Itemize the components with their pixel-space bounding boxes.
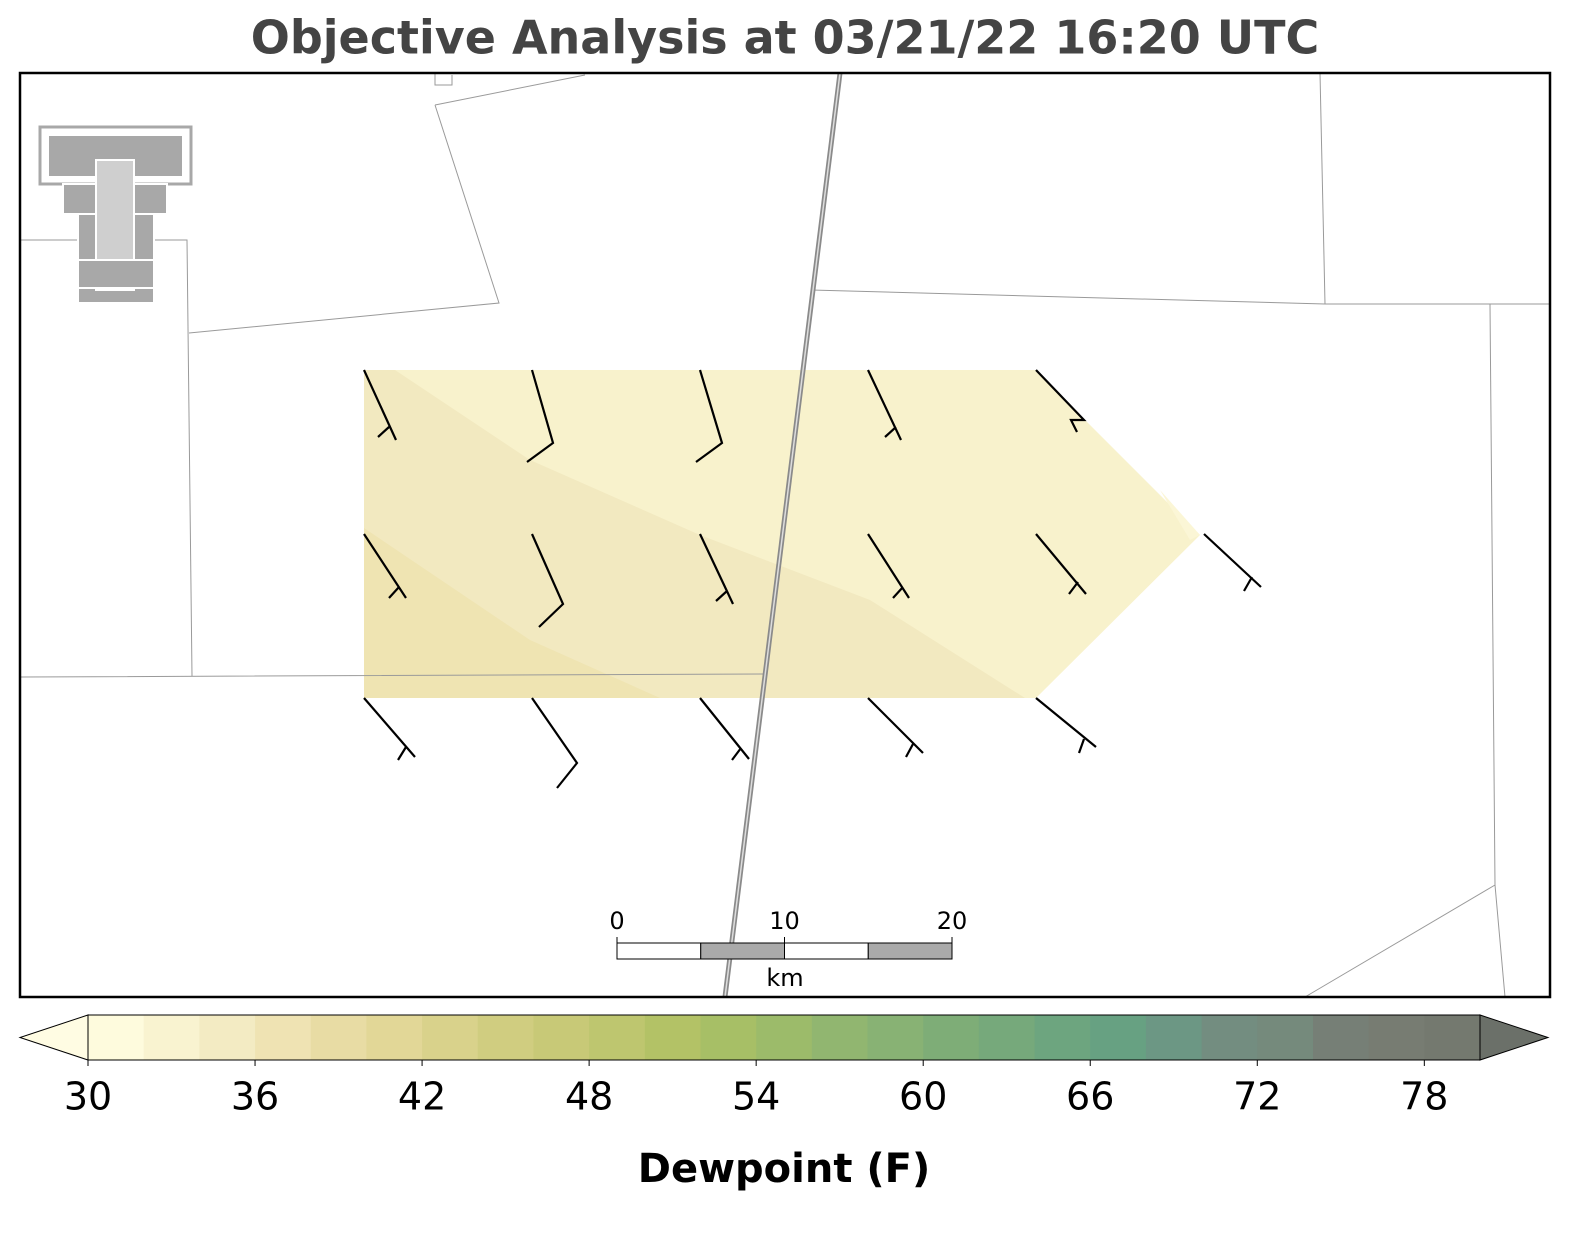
colorbar-tick-label: 48 [565, 1075, 613, 1119]
colorbar-label: Dewpoint (F) [638, 1146, 931, 1192]
colorbar-tick-label: 72 [1233, 1075, 1281, 1119]
colorbar-bin [867, 1015, 924, 1060]
colorbar-bin [310, 1015, 367, 1060]
colorbar-bin [644, 1015, 701, 1060]
colorbar-bin [88, 1015, 145, 1060]
colorbar-bin [1145, 1015, 1203, 1060]
scale-segment [616, 942, 702, 960]
wind-barbs [362, 369, 1262, 789]
colorbar: Dewpoint (F) 30 36 42 48 54 60 66 72 78 [18, 1014, 1550, 1192]
scale-tick-label: 10 [769, 907, 800, 935]
fill-region [364, 370, 1025, 698]
colorbar-tick-label: 66 [1066, 1075, 1114, 1119]
colorbar-bin [477, 1015, 534, 1060]
colorbar-tick-label: 78 [1400, 1075, 1448, 1119]
fill-region [1160, 490, 1200, 540]
map-frame [18, 71, 1552, 999]
colorbar-bin [1368, 1015, 1425, 1060]
map [18, 71, 1552, 999]
colorbar-bin [1201, 1015, 1258, 1060]
colorbar-tick-label: 60 [899, 1075, 947, 1119]
colorbar-frame [87, 1014, 1481, 1061]
colorbar-bin [143, 1015, 200, 1060]
colorbar-bin [1090, 1015, 1147, 1060]
colorbar-tick-label: 30 [64, 1075, 112, 1119]
colorbar-bin [700, 1015, 757, 1060]
colorbar-bin [589, 1015, 646, 1060]
scale-segment [867, 942, 953, 960]
highway [724, 72, 841, 998]
colorbar-bin [1257, 1015, 1314, 1060]
scale-segment [784, 942, 869, 960]
logo [38, 125, 193, 304]
scale-unit: km [766, 964, 803, 992]
colorbar-extend [18, 1014, 89, 1061]
colorbar-bin [533, 1015, 590, 1060]
colorbar-tick-label: 54 [732, 1075, 780, 1119]
colorbar-bin [756, 1015, 813, 1060]
colorbar-bin [199, 1015, 256, 1060]
colorbar-bin [1424, 1015, 1481, 1060]
colorbar-bin [978, 1015, 1036, 1060]
colorbar-bin [1312, 1015, 1370, 1060]
scale-tick-label: 20 [937, 907, 968, 935]
colorbar-bin [255, 1015, 312, 1060]
title: Objective Analysis at 03/21/22 16:20 UTC [251, 11, 1320, 65]
colorbar-extend [1479, 1014, 1550, 1061]
colorbar-bin [923, 1015, 980, 1060]
scale-tick-label: 0 [609, 907, 624, 935]
scale-bar: km 0 10 20 [609, 907, 967, 992]
colorbar-tick-label: 42 [398, 1075, 446, 1119]
colorbar-bin [422, 1015, 479, 1060]
colorbar-bin [811, 1015, 869, 1060]
colorbar-tick-label: 36 [231, 1075, 279, 1119]
scale-segment [700, 942, 785, 960]
colorbar-bin [1034, 1015, 1091, 1060]
fill-region [364, 528, 660, 698]
colorbar-bin [366, 1015, 423, 1060]
county-lines [19, 72, 1550, 998]
